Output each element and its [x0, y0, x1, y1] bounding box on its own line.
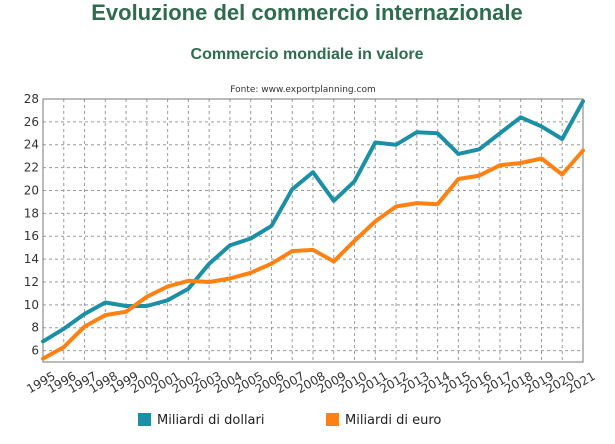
- data-point: [124, 304, 128, 308]
- chart-source: Fonte: www.exportplanning.com: [230, 85, 375, 95]
- data-point: [228, 243, 232, 247]
- data-point: [41, 357, 45, 361]
- data-point: [269, 224, 273, 228]
- data-point: [477, 174, 481, 178]
- legend-swatch: [138, 413, 151, 426]
- x-axis: 1995199619971998199920002001200220032004…: [24, 369, 597, 396]
- data-point: [353, 179, 357, 183]
- data-point: [560, 137, 564, 141]
- data-point: [83, 325, 87, 329]
- y-tick-label: 16: [24, 229, 39, 243]
- data-point: [332, 259, 336, 263]
- data-point: [498, 163, 502, 167]
- data-point: [249, 271, 253, 275]
- series-line-1: [41, 148, 585, 361]
- chart-subtitle: Commercio mondiale in valore: [191, 46, 424, 63]
- data-point: [62, 327, 66, 331]
- data-point: [353, 239, 357, 243]
- plot-frame: [42, 98, 584, 363]
- data-point: [477, 147, 481, 151]
- chart-title: Evoluzione del commercio internazionale: [91, 0, 523, 25]
- y-tick-label: 6: [31, 344, 39, 358]
- data-point: [207, 280, 211, 284]
- data-point: [415, 130, 419, 134]
- data-point: [41, 339, 45, 343]
- data-point: [373, 140, 377, 144]
- data-point: [186, 279, 190, 283]
- data-point: [207, 262, 211, 266]
- data-point: [332, 199, 336, 203]
- data-point: [373, 219, 377, 223]
- data-point: [456, 177, 460, 181]
- y-tick-label: 18: [24, 206, 39, 220]
- data-point: [498, 131, 502, 135]
- y-tick-label: 24: [24, 138, 39, 152]
- y-tick-label: 10: [24, 298, 39, 312]
- data-point: [560, 172, 564, 176]
- data-point: [83, 312, 87, 316]
- y-tick-label: 14: [24, 252, 39, 266]
- data-point: [103, 301, 107, 305]
- data-point: [519, 115, 523, 119]
- data-point: [311, 248, 315, 252]
- data-point: [394, 143, 398, 147]
- series-group: [41, 99, 585, 361]
- data-point: [436, 131, 440, 135]
- data-point: [62, 345, 66, 349]
- data-point: [581, 148, 585, 152]
- y-tick-label: 8: [31, 321, 39, 335]
- data-point: [581, 99, 585, 103]
- data-point: [186, 287, 190, 291]
- data-point: [456, 152, 460, 156]
- grid: [43, 98, 583, 362]
- data-point: [269, 262, 273, 266]
- y-tick-label: 22: [24, 161, 39, 175]
- data-point: [166, 285, 170, 289]
- data-point: [124, 310, 128, 314]
- y-tick-label: 28: [24, 92, 39, 106]
- data-point: [290, 187, 294, 191]
- y-tick-label: 26: [24, 115, 39, 129]
- data-point: [145, 304, 149, 308]
- data-point: [415, 201, 419, 205]
- data-point: [145, 295, 149, 299]
- legend-swatch: [326, 413, 339, 426]
- data-point: [311, 170, 315, 174]
- data-point: [103, 313, 107, 317]
- data-point: [519, 161, 523, 165]
- y-tick-label: 12: [24, 275, 39, 289]
- data-point: [290, 249, 294, 253]
- y-tick-label: 20: [24, 183, 39, 197]
- data-point: [249, 237, 253, 241]
- data-point: [539, 156, 543, 160]
- y-axis: 6 8 10 12 14 16 18 20 22 24 26 28: [24, 92, 39, 358]
- data-point: [539, 124, 543, 128]
- data-point: [394, 204, 398, 208]
- legend-label: Miliardi di euro: [345, 413, 441, 428]
- data-point: [228, 277, 232, 281]
- legend-label: Miliardi di dollari: [157, 413, 264, 428]
- data-point: [166, 298, 170, 302]
- legend: Miliardi di dollari Miliardi di euro: [138, 413, 441, 428]
- data-point: [436, 202, 440, 206]
